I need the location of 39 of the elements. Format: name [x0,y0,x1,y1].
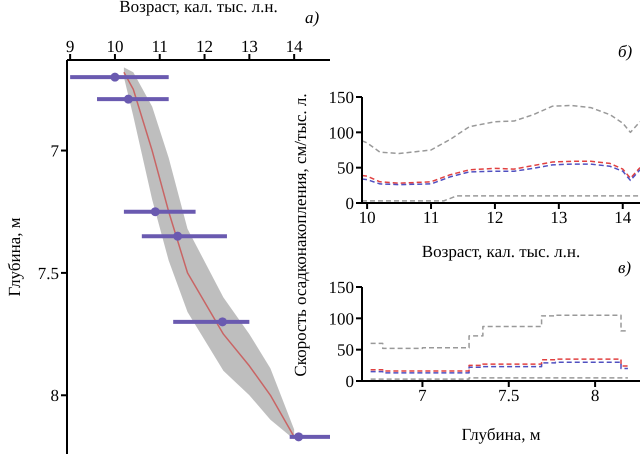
line-series [362,104,640,154]
x-tick-label: 8 [590,386,600,406]
x-axis-title: Возраст, кал. тыс. л.н. [119,0,278,16]
y-tick-label: 50 [337,158,354,178]
x-tick-label: 11 [422,208,440,228]
x-tick-label: 13 [550,208,568,228]
y-axis-title: Глубина, м [5,217,24,296]
y-tick-label: 0 [346,194,354,213]
text: в) [618,258,632,278]
x-tick-label: 10 [106,37,124,56]
x-tick-label: 7 [418,386,428,406]
point [294,432,304,442]
y-tick-label: 150 [328,88,354,107]
y-tick-label: 50 [337,340,354,360]
y-tick-label: 100 [328,123,354,142]
y-tick-label: 7.5 [38,264,59,283]
point [173,232,182,241]
text: a) [305,8,320,28]
y-tick-label: 150 [328,278,354,297]
point [124,94,133,104]
text: б) [618,42,632,62]
x-tick-label: 11 [152,37,168,56]
y-tick-label: 7 [50,141,60,160]
point [218,317,227,326]
y-axis-title: Скорость осадконакопления, см/тыс. л. [291,93,311,377]
x-tick-label: 9 [66,37,74,56]
x-axis-title: Возраст, кал. тыс. л.н. [422,242,580,261]
x-tick-label: 14 [286,37,304,56]
x-tick-label: 13 [240,37,258,56]
x-tick-label: 7.5 [498,386,520,406]
x-tick-label: 12 [486,208,504,228]
x-tick-label: 10 [358,208,376,228]
x-tick-label: 14 [614,208,632,228]
point [110,72,120,82]
y-tick-label: 100 [328,309,354,328]
y-tick-label: 0 [346,372,354,391]
x-tick-label: 12 [196,37,214,56]
point [150,207,160,216]
x-axis-title: Глубина, м [462,425,541,444]
